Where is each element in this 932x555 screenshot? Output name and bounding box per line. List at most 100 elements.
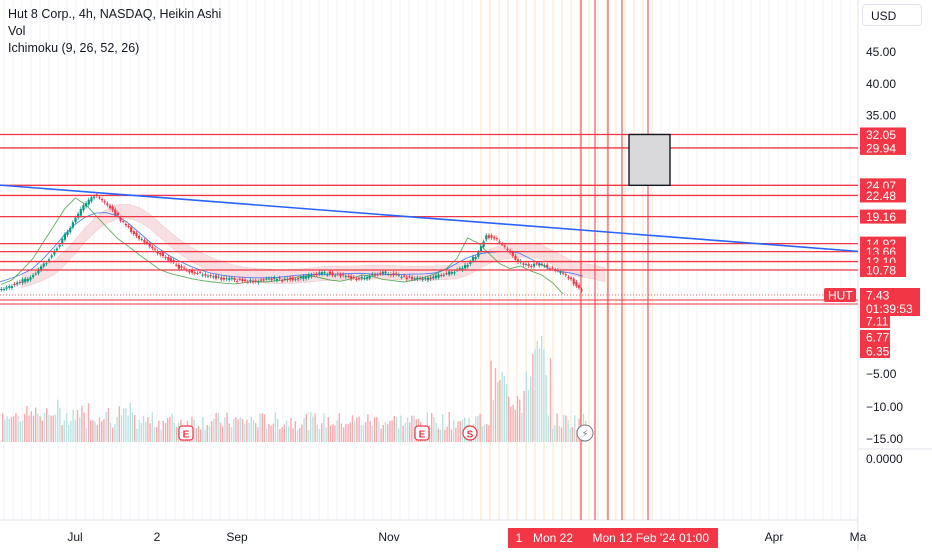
volume-bar	[325, 427, 327, 442]
volume-bar	[576, 429, 578, 442]
volume-bar	[556, 413, 558, 442]
candle-body	[575, 281, 578, 287]
candle-body	[559, 271, 562, 273]
price-axis[interactable]: 32.0529.9424.0722.4819.1614.9213.6612.10…	[824, 45, 932, 466]
candle-body	[212, 276, 215, 278]
volume-bar	[481, 426, 483, 442]
candle-body	[13, 283, 16, 285]
candle-body	[161, 252, 165, 257]
candle-body	[405, 277, 408, 280]
currency-selector[interactable]: USD	[862, 4, 922, 26]
volume-bar	[336, 420, 338, 442]
candle-body	[379, 273, 382, 275]
volume-bar	[499, 380, 501, 442]
candle-body	[297, 278, 300, 280]
target-box[interactable]	[628, 133, 671, 187]
trend-line[interactable]	[0, 184, 859, 253]
ticker-tag-bg	[824, 288, 856, 302]
candle-body	[546, 264, 549, 268]
volume-bar	[494, 368, 497, 442]
price-tick: 40.00	[866, 77, 896, 91]
volume-bar	[334, 425, 336, 442]
candle-body	[580, 289, 583, 291]
candle-body	[384, 271, 387, 274]
time-axis[interactable]: Jul 2 Sep Nov Apr Ma 1 Mon 22 Mon 12 Feb '24 01:0…	[67, 528, 867, 548]
candle-body	[461, 268, 464, 270]
volume-bar	[501, 371, 503, 442]
volume-bar	[252, 420, 255, 442]
volume-bar	[195, 428, 197, 442]
dividend-marker-bg	[576, 424, 594, 442]
volume-bar	[492, 400, 494, 442]
candle-body	[360, 276, 363, 279]
candle-body	[156, 251, 159, 254]
last-price: 7.43	[866, 289, 890, 303]
volume-bar	[459, 421, 461, 442]
candle-body	[63, 233, 67, 240]
volume-bar	[411, 415, 413, 442]
volume-bar	[516, 395, 519, 442]
extra-price-label: 6.77	[866, 331, 890, 345]
target-rect	[628, 133, 671, 187]
volume-bar	[156, 426, 158, 442]
candle-body	[289, 277, 292, 280]
candle-body	[145, 241, 149, 244]
volume-bar	[217, 412, 219, 442]
volume-bar	[574, 415, 576, 442]
volume-bar	[98, 417, 101, 442]
volume-bar	[541, 335, 543, 442]
volume-bar	[486, 423, 488, 442]
volume-bar	[536, 341, 538, 442]
earnings-marker-bg	[178, 425, 194, 441]
trend-line-path	[0, 184, 859, 253]
candle-body	[389, 274, 392, 276]
volume-bar	[345, 424, 347, 442]
candle-body	[286, 278, 289, 281]
candle-body	[514, 255, 517, 260]
candle-body	[355, 279, 358, 281]
volume-bar	[380, 428, 382, 442]
volume-bar	[477, 416, 479, 442]
candle-body	[336, 273, 339, 275]
volume-bar	[404, 423, 406, 442]
volume-bar	[439, 429, 442, 442]
candle-body	[10, 286, 14, 288]
candle-body	[432, 276, 435, 279]
volume-bar	[376, 416, 378, 442]
volume-bar	[107, 408, 109, 442]
volume-bar	[235, 417, 237, 442]
time-tick: Sep	[226, 530, 248, 544]
candle-body	[198, 271, 202, 273]
earnings-marker: E	[183, 430, 190, 441]
volume-bar	[61, 425, 63, 442]
volume-bar	[24, 413, 26, 442]
candle-body	[74, 217, 77, 223]
candle-body	[233, 278, 236, 280]
volume-bar	[28, 415, 30, 442]
legend-symbol[interactable]: Hut 8 Corp., 4h, NASDAQ, Heikin Ashi	[8, 7, 222, 21]
volume-bar	[248, 422, 250, 442]
candle-body	[540, 263, 544, 265]
candle-body	[241, 279, 244, 282]
volume-bar	[558, 426, 560, 442]
volume-bar	[193, 420, 195, 442]
candle-body	[0, 288, 3, 290]
volume-bar	[505, 383, 508, 442]
candle-body	[350, 276, 353, 280]
volume-bar	[219, 422, 222, 442]
legend-vol[interactable]: Vol	[8, 24, 26, 38]
candle-body	[562, 272, 565, 274]
legend-ichimoku[interactable]: Ichimoku (9, 26, 52, 26)	[8, 41, 140, 55]
candle-body	[310, 274, 313, 277]
candle-body	[183, 267, 186, 269]
volume-bar	[360, 425, 362, 442]
volume-bar	[120, 415, 123, 442]
candle-body	[270, 278, 273, 280]
candle-body	[373, 274, 377, 276]
volume-bar	[266, 428, 268, 442]
candle-body	[569, 277, 573, 280]
candle-body	[283, 278, 286, 280]
volume-bar	[547, 415, 549, 442]
